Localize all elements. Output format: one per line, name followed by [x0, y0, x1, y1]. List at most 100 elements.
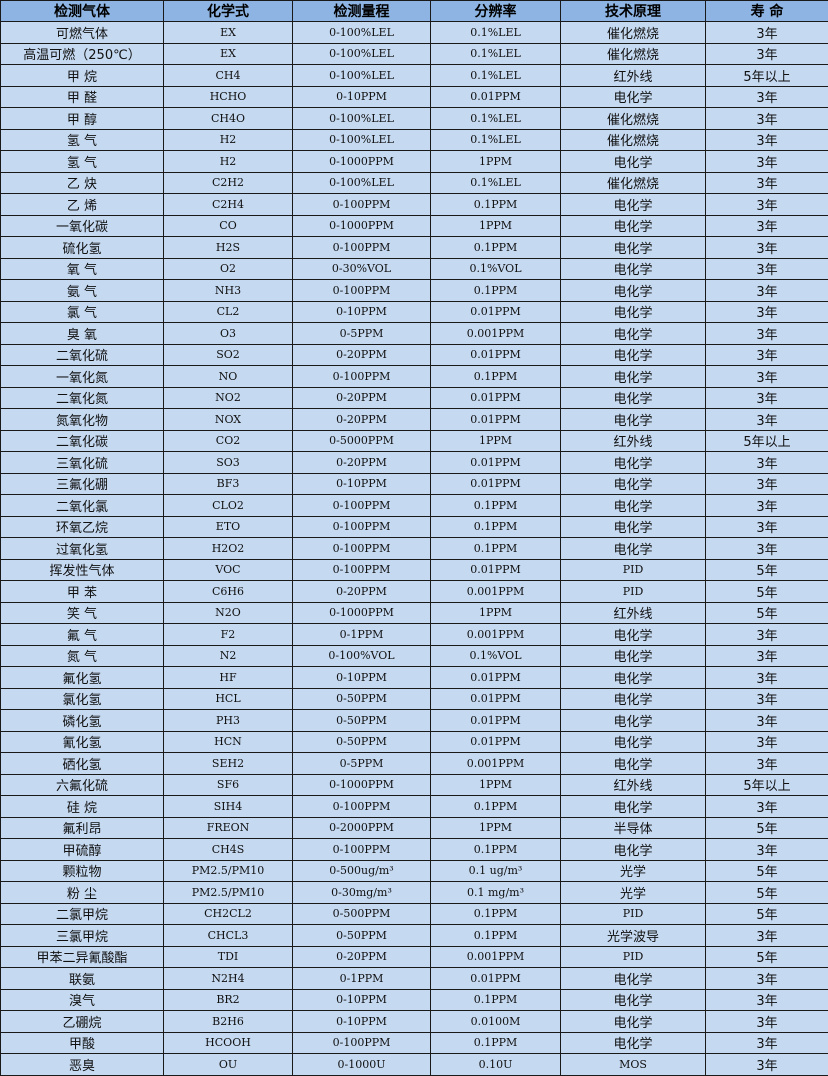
resolution-cell: 0.01PPM — [431, 688, 561, 710]
range-cell: 0-5000PPM — [293, 430, 431, 452]
gas-name-cell: 氟 气 — [1, 624, 164, 646]
resolution-cell: 0.01PPM — [431, 387, 561, 409]
resolution-cell: 1PPM — [431, 817, 561, 839]
range-cell: 0-10PPM — [293, 86, 431, 108]
resolution-cell: 0.01PPM — [431, 409, 561, 431]
formula-cell: H2O2 — [164, 538, 293, 560]
gas-name-cell: 环氧乙烷 — [1, 516, 164, 538]
formula-cell: BF3 — [164, 473, 293, 495]
range-cell: 0-1000U — [293, 1054, 431, 1076]
resolution-cell: 0.1PPM — [431, 237, 561, 259]
formula-cell: EX — [164, 22, 293, 44]
gas-name-cell: 三氧化硫 — [1, 452, 164, 474]
principle-cell: 电化学 — [561, 387, 706, 409]
range-cell: 0-10PPM — [293, 473, 431, 495]
principle-cell: 电化学 — [561, 323, 706, 345]
resolution-cell: 0.1PPM — [431, 925, 561, 947]
resolution-cell: 0.1%VOL — [431, 645, 561, 667]
lifespan-cell: 3年 — [706, 473, 828, 495]
range-cell: 0-100%LEL — [293, 43, 431, 65]
gas-name-cell: 挥发性气体 — [1, 559, 164, 581]
lifespan-cell: 3年 — [706, 215, 828, 237]
principle-cell: 电化学 — [561, 516, 706, 538]
range-cell: 0-1000PPM — [293, 602, 431, 624]
formula-cell: SEH2 — [164, 753, 293, 775]
resolution-cell: 0.1PPM — [431, 516, 561, 538]
principle-cell: 电化学 — [561, 344, 706, 366]
formula-cell: HCL — [164, 688, 293, 710]
principle-cell: 半导体 — [561, 817, 706, 839]
principle-cell: 光学 — [561, 882, 706, 904]
principle-cell: 电化学 — [561, 753, 706, 775]
formula-cell: BR2 — [164, 989, 293, 1011]
range-cell: 0-100%LEL — [293, 129, 431, 151]
formula-cell: PM2.5/PM10 — [164, 860, 293, 882]
gas-name-cell: 甲 苯 — [1, 581, 164, 603]
resolution-cell: 1PPM — [431, 151, 561, 173]
gas-name-cell: 硅 烷 — [1, 796, 164, 818]
resolution-cell: 1PPM — [431, 774, 561, 796]
resolution-cell: 0.01PPM — [431, 344, 561, 366]
lifespan-cell: 3年 — [706, 151, 828, 173]
principle-cell: 电化学 — [561, 237, 706, 259]
resolution-cell: 0.01PPM — [431, 86, 561, 108]
principle-cell: 红外线 — [561, 774, 706, 796]
principle-cell: 电化学 — [561, 796, 706, 818]
formula-cell: N2O — [164, 602, 293, 624]
resolution-cell: 0.01PPM — [431, 301, 561, 323]
gas-name-cell: 三氟化硼 — [1, 473, 164, 495]
principle-cell: 电化学 — [561, 495, 706, 517]
formula-cell: F2 — [164, 624, 293, 646]
gas-name-cell: 氮 气 — [1, 645, 164, 667]
gas-name-cell: 硫化氢 — [1, 237, 164, 259]
gas-name-cell: 氧 气 — [1, 258, 164, 280]
range-cell: 0-20PPM — [293, 581, 431, 603]
gas-name-cell: 二氯甲烷 — [1, 903, 164, 925]
gas-name-cell: 二氧化硫 — [1, 344, 164, 366]
gas-name-cell: 颗粒物 — [1, 860, 164, 882]
range-cell: 0-1PPM — [293, 624, 431, 646]
gas-name-cell: 笑 气 — [1, 602, 164, 624]
lifespan-cell: 3年 — [706, 688, 828, 710]
principle-cell: 电化学 — [561, 258, 706, 280]
range-cell: 0-100PPM — [293, 839, 431, 861]
range-cell: 0-1000PPM — [293, 151, 431, 173]
gas-name-cell: 乙 烯 — [1, 194, 164, 216]
lifespan-cell: 3年 — [706, 645, 828, 667]
lifespan-cell: 3年 — [706, 925, 828, 947]
formula-cell: HCOOH — [164, 1032, 293, 1054]
lifespan-cell: 3年 — [706, 710, 828, 732]
principle-cell: 电化学 — [561, 194, 706, 216]
resolution-cell: 0.001PPM — [431, 624, 561, 646]
lifespan-cell: 5年 — [706, 602, 828, 624]
gas-name-cell: 一氧化氮 — [1, 366, 164, 388]
resolution-cell: 0.1PPM — [431, 1032, 561, 1054]
principle-cell: PID — [561, 581, 706, 603]
formula-cell: H2 — [164, 129, 293, 151]
formula-cell: CL2 — [164, 301, 293, 323]
principle-cell: 催化燃烧 — [561, 22, 706, 44]
lifespan-cell: 3年 — [706, 667, 828, 689]
gas-name-cell: 氯 气 — [1, 301, 164, 323]
gas-name-cell: 氯化氢 — [1, 688, 164, 710]
principle-cell: 电化学 — [561, 731, 706, 753]
gas-name-cell: 联氨 — [1, 968, 164, 990]
lifespan-cell: 3年 — [706, 43, 828, 65]
formula-cell: ETO — [164, 516, 293, 538]
lifespan-cell: 3年 — [706, 86, 828, 108]
gas-name-cell: 乙 炔 — [1, 172, 164, 194]
range-cell: 0-100%LEL — [293, 172, 431, 194]
formula-cell: CLO2 — [164, 495, 293, 517]
